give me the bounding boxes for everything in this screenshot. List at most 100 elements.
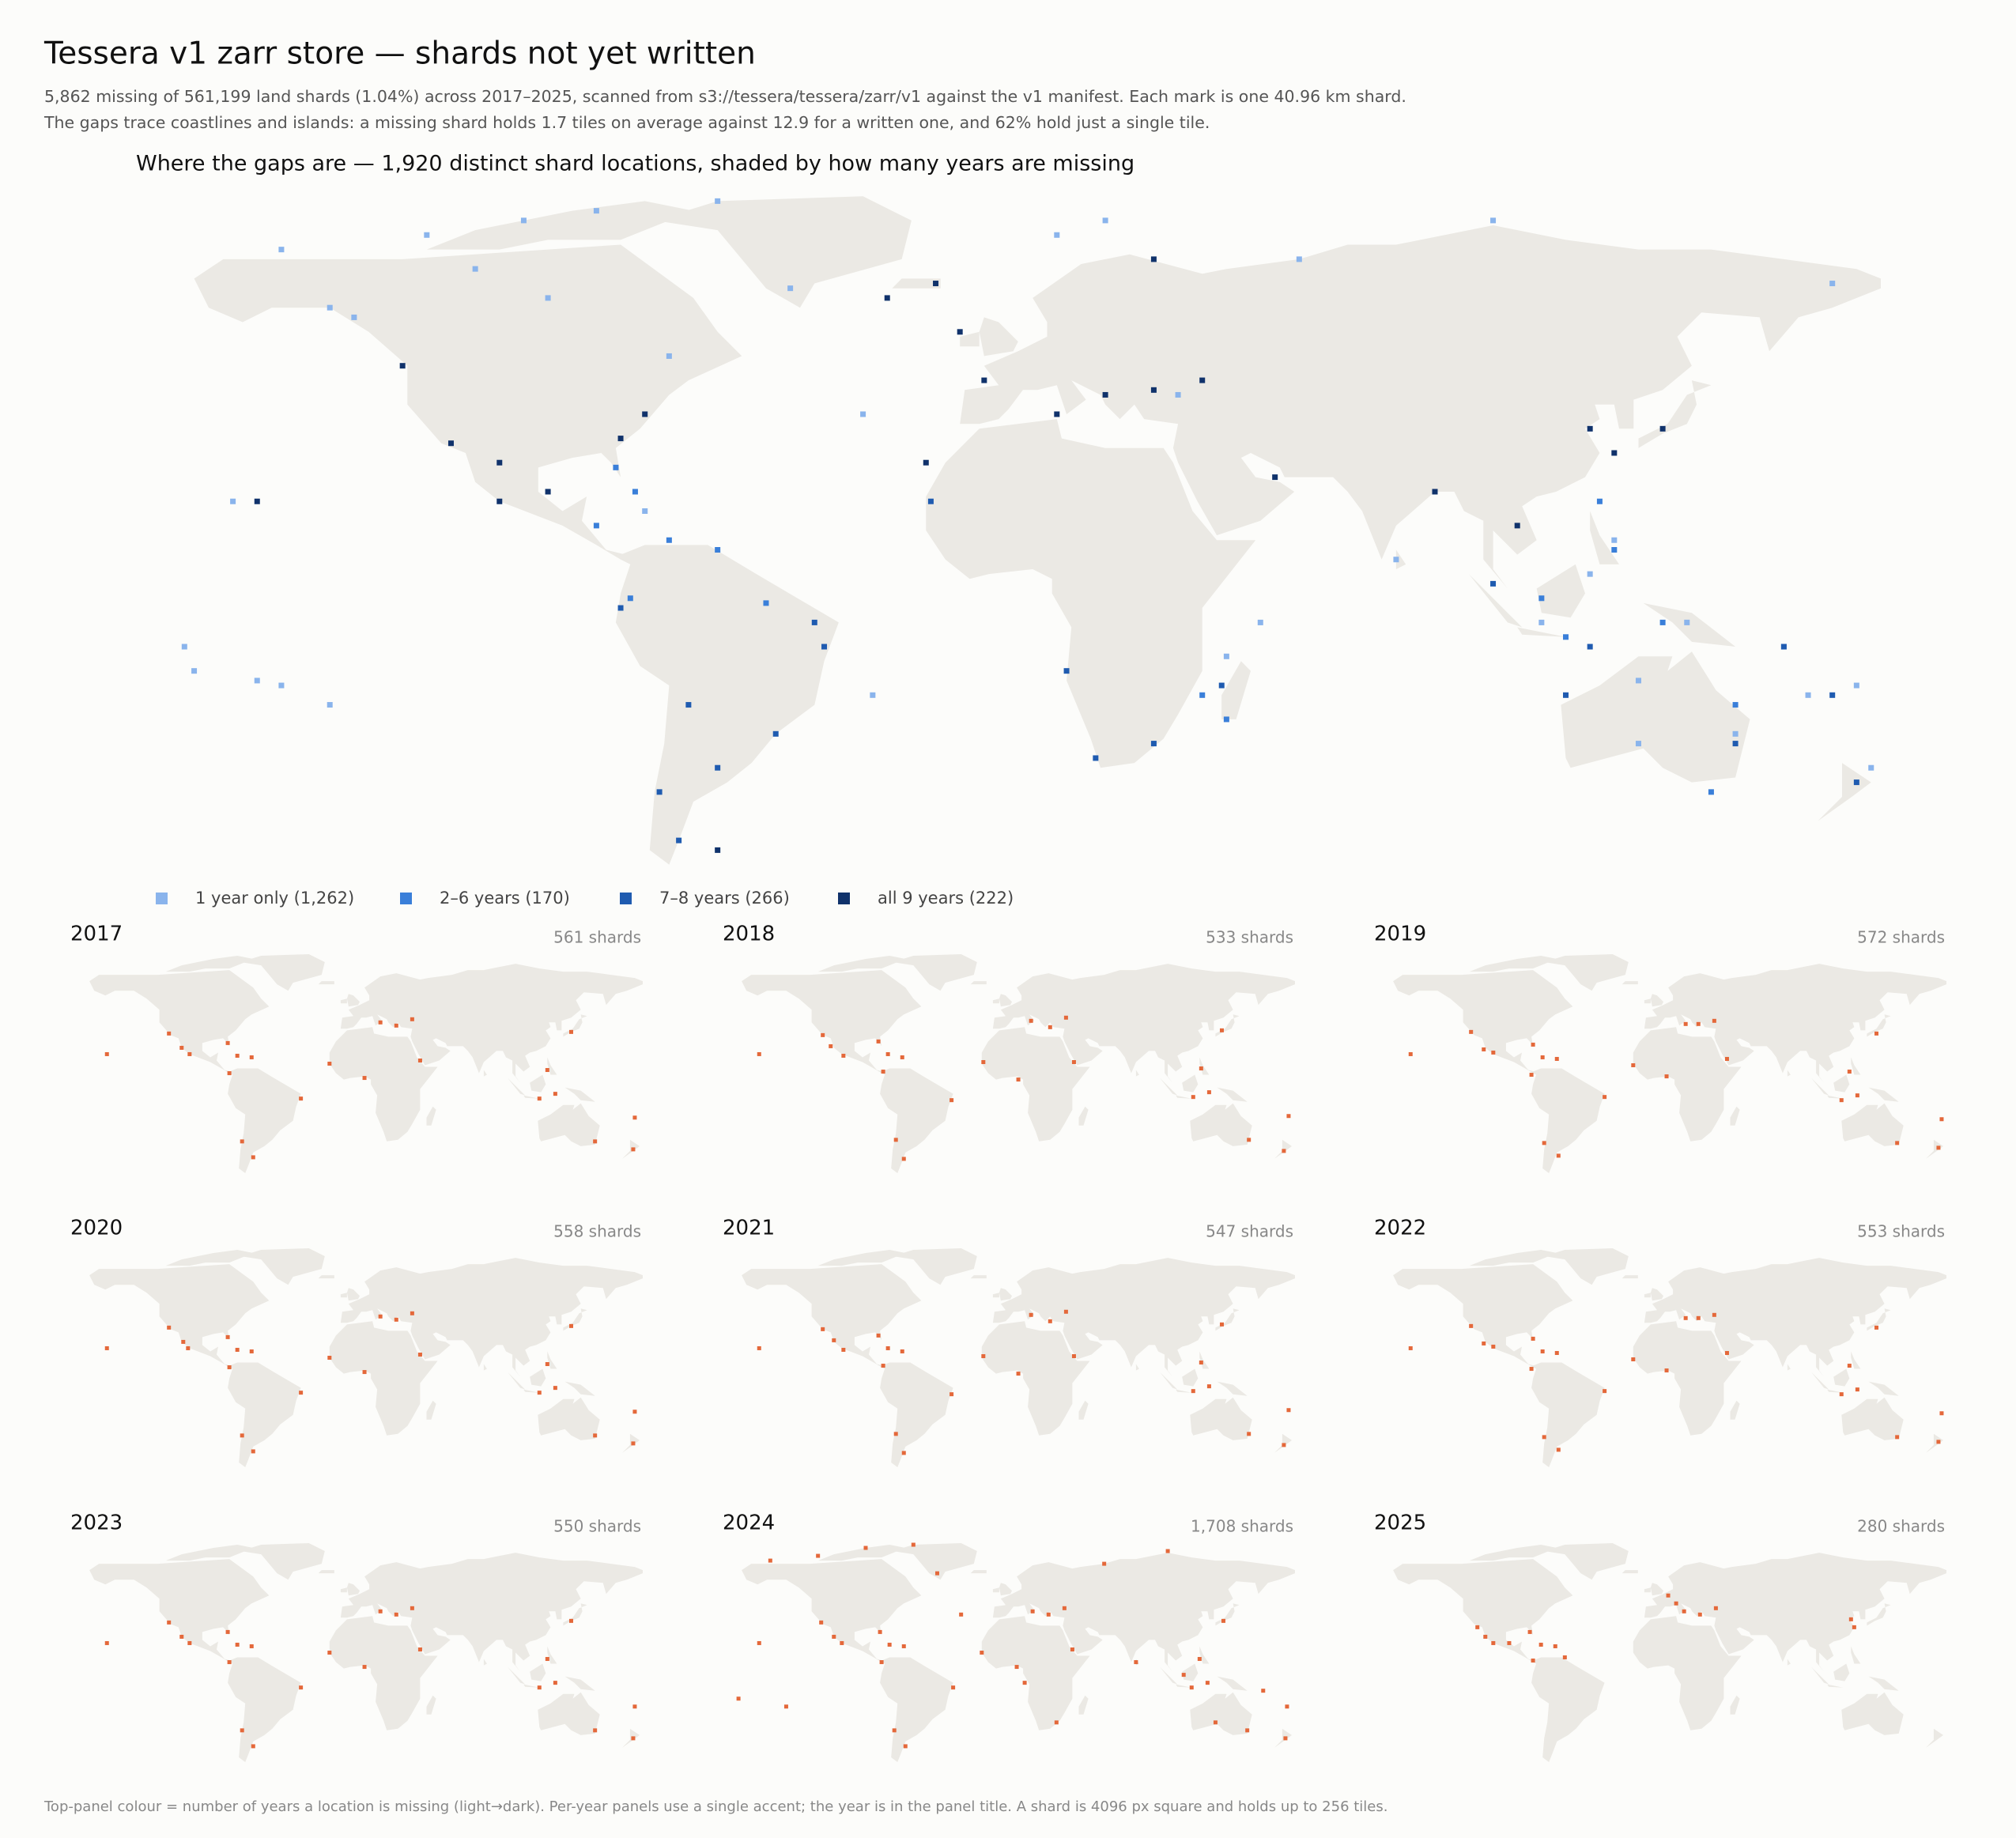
land — [981, 1027, 1090, 1142]
shard-mark — [1490, 217, 1497, 224]
legend-label: all 9 years (222) — [878, 889, 1014, 908]
shard-mark — [362, 1370, 367, 1375]
land — [1811, 1666, 1829, 1685]
shard-mark — [870, 692, 876, 698]
panel-title: 2018 — [723, 923, 775, 946]
shard-mark — [1587, 643, 1593, 650]
shard-mark — [642, 411, 648, 417]
land — [621, 1433, 640, 1453]
shard-mark — [1732, 702, 1739, 708]
land — [1650, 1583, 1663, 1596]
shard-mark — [772, 730, 779, 737]
land — [538, 1103, 600, 1146]
shard-mark — [1664, 1368, 1669, 1373]
land — [1469, 956, 1557, 972]
legend-label: 1 year only (1,262) — [195, 889, 354, 908]
shard-mark — [187, 1051, 192, 1056]
shard-mark — [1286, 1114, 1291, 1119]
shard-mark — [1839, 1392, 1844, 1397]
shard-mark — [1712, 1312, 1716, 1317]
land — [1867, 1603, 1891, 1626]
land — [880, 1068, 953, 1173]
land — [817, 1250, 906, 1266]
land — [1190, 1692, 1252, 1735]
shard-mark — [631, 1441, 636, 1446]
shard-mark — [1696, 1315, 1701, 1320]
shard-mark — [1029, 1312, 1033, 1317]
shard-mark — [235, 1347, 240, 1352]
shard-mark — [1286, 1408, 1291, 1413]
shard-mark — [757, 1345, 761, 1350]
panel-count: 1,708 shards — [1191, 1517, 1293, 1536]
shard-mark — [1206, 1090, 1211, 1095]
land — [1868, 1087, 1899, 1102]
land — [1827, 1684, 1844, 1688]
shard-mark — [251, 1155, 255, 1160]
shard-mark — [632, 1115, 637, 1120]
shard-mark — [821, 1032, 825, 1037]
shard-mark — [632, 1410, 637, 1414]
land — [1182, 1663, 1199, 1681]
land — [508, 1372, 526, 1390]
shard-mark — [1939, 1117, 1944, 1122]
shard-mark — [240, 1433, 244, 1438]
shard-mark — [1855, 1093, 1859, 1098]
shard-mark — [1684, 619, 1690, 625]
shard-mark — [1664, 1074, 1669, 1079]
shard-mark — [1724, 1056, 1729, 1061]
shard-mark — [881, 1364, 885, 1368]
legend-swatch — [838, 893, 850, 904]
land — [1644, 964, 1946, 1083]
panel-title: 2021 — [723, 1217, 775, 1240]
land — [1544, 1248, 1629, 1285]
panel-title: 2025 — [1374, 1512, 1426, 1535]
shard-mark — [1219, 1028, 1224, 1032]
land — [981, 1616, 1090, 1730]
land — [1841, 1692, 1904, 1735]
shard-mark — [1635, 677, 1641, 684]
land — [530, 1074, 546, 1093]
land — [893, 1248, 977, 1285]
shard-mark — [887, 1642, 892, 1647]
shard-mark — [666, 537, 672, 543]
shard-mark — [787, 285, 794, 292]
land — [340, 1293, 347, 1298]
shard-mark — [186, 1345, 191, 1350]
shard-mark — [327, 1062, 332, 1066]
shard-mark — [927, 498, 934, 504]
shard-mark — [1491, 1344, 1496, 1349]
shard-mark — [1683, 1315, 1688, 1320]
shard-mark — [1603, 1389, 1607, 1394]
shard-mark — [167, 1620, 172, 1625]
shard-mark — [1071, 1059, 1076, 1064]
land — [1818, 763, 1871, 821]
shard-mark — [911, 1542, 916, 1547]
land — [547, 1646, 557, 1664]
land — [329, 1616, 438, 1730]
land — [89, 1264, 270, 1369]
legend-label: 7–8 years (266) — [659, 889, 790, 908]
shard-mark — [901, 1644, 906, 1648]
shard-mark — [410, 1606, 414, 1610]
land — [893, 954, 977, 991]
land — [564, 1676, 595, 1691]
land — [892, 278, 941, 289]
land — [1644, 1258, 1946, 1377]
land — [1078, 1400, 1089, 1420]
shard-mark — [666, 353, 672, 359]
shard-mark — [417, 1647, 422, 1651]
shard-mark — [881, 1070, 885, 1074]
shard-mark — [1538, 1642, 1543, 1647]
shard-mark — [553, 1681, 557, 1685]
land — [817, 1545, 906, 1561]
shard-mark — [923, 459, 929, 466]
shard-mark — [1611, 450, 1618, 456]
shard-mark — [656, 789, 663, 795]
land — [1833, 1663, 1850, 1681]
shard-mark — [840, 1640, 844, 1645]
shard-mark — [892, 1728, 897, 1733]
shard-mark — [1283, 1736, 1288, 1741]
page-title: Tessera v1 zarr store — shards not yet w… — [43, 36, 756, 72]
land — [340, 1553, 643, 1672]
